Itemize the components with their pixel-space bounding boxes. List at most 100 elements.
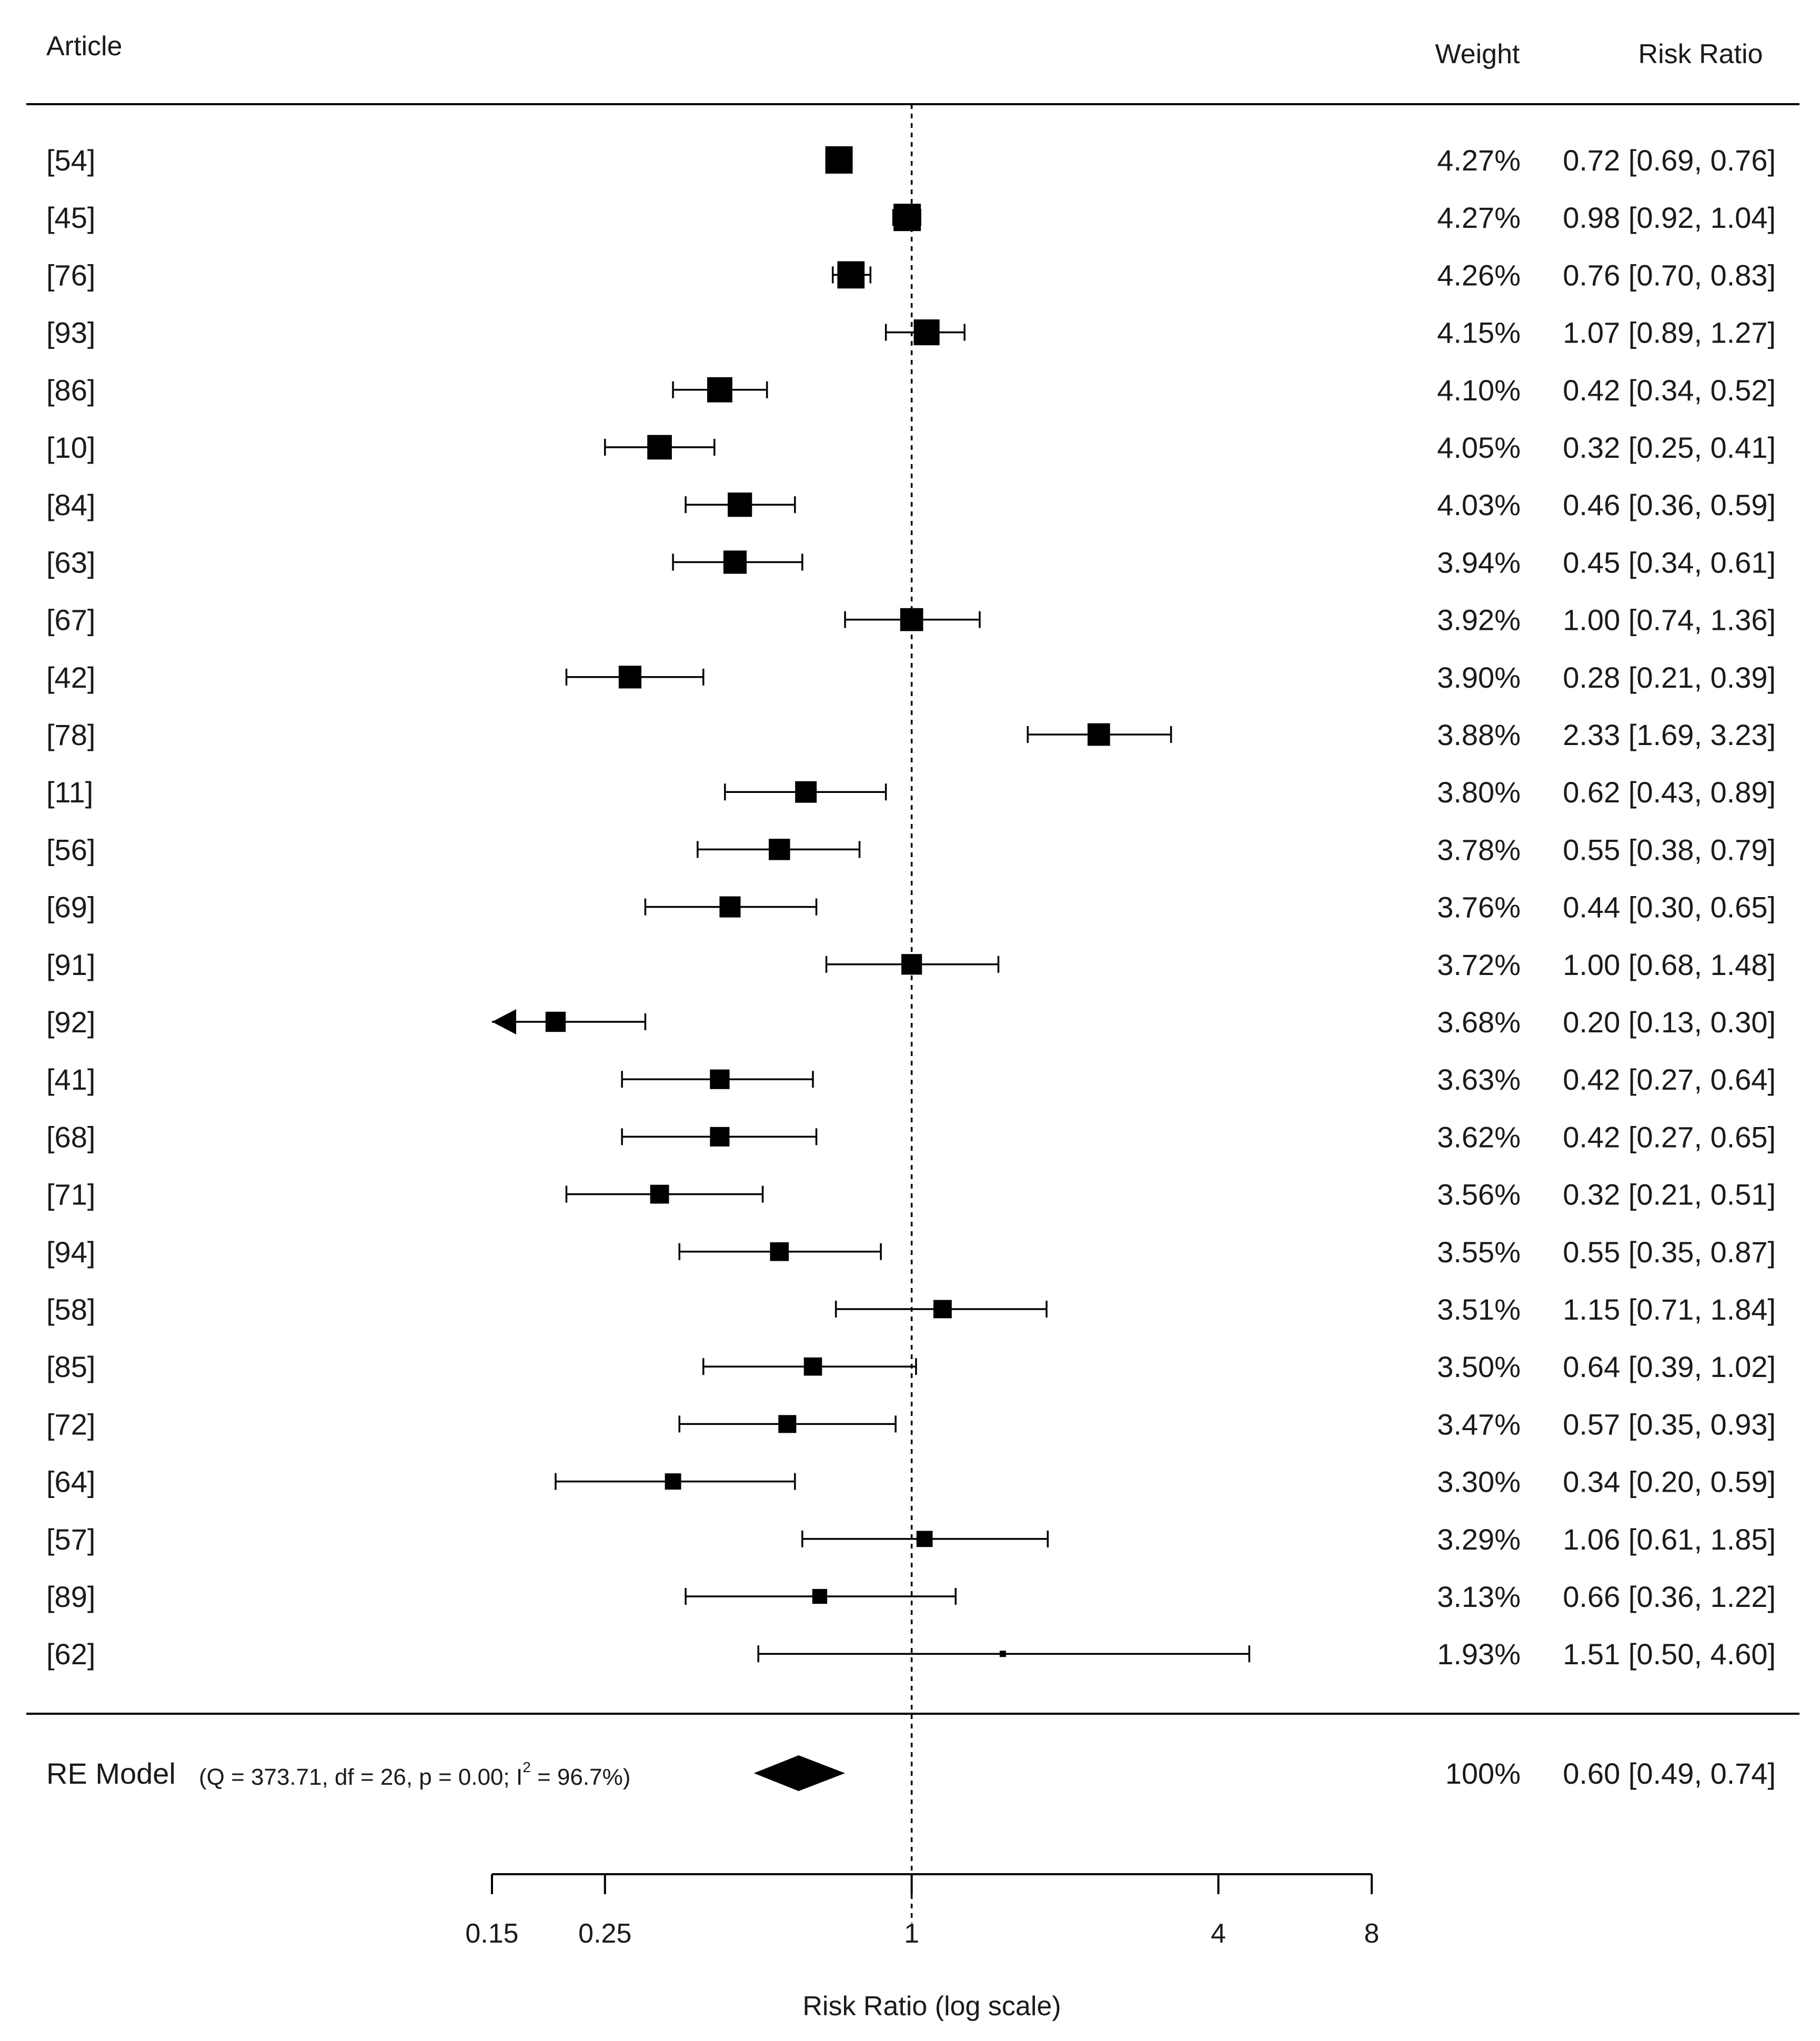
study-ci: 0.45 [0.34, 0.61]	[1563, 546, 1776, 579]
study-row: [85] 3.50% 0.64 [0.39, 1.02]	[46, 1350, 1776, 1383]
study-label: [71]	[46, 1178, 95, 1211]
study-row: [86] 4.10% 0.42 [0.34, 0.52]	[46, 374, 1776, 407]
study-weight: 4.27%	[1437, 201, 1521, 234]
point-estimate	[770, 1242, 789, 1261]
study-weight: 4.15%	[1437, 316, 1521, 349]
study-weight: 3.51%	[1437, 1293, 1521, 1326]
study-weight: 3.50%	[1437, 1350, 1521, 1383]
ci-arrow-left	[492, 1009, 516, 1034]
study-row: [63] 3.94% 0.45 [0.34, 0.61]	[46, 546, 1776, 579]
study-row: [62] 1.93% 1.51 [0.50, 4.60]	[46, 1637, 1776, 1671]
header-weight: Weight	[1435, 39, 1520, 69]
study-weight: 1.93%	[1437, 1637, 1521, 1671]
study-label: [92]	[46, 1006, 95, 1039]
study-label: [94]	[46, 1235, 95, 1269]
study-ci: 1.00 [0.68, 1.48]	[1563, 948, 1776, 981]
study-row: [67] 3.92% 1.00 [0.74, 1.36]	[46, 604, 1776, 637]
study-row: [42] 3.90% 0.28 [0.21, 0.39]	[46, 661, 1776, 694]
x-tick-label: 1	[904, 1918, 919, 1949]
summary-ci: 0.60 [0.49, 0.74]	[1563, 1757, 1776, 1790]
summary-stats: (Q = 373.71, df = 26, p = 0.00; I2 = 96.…	[199, 1759, 630, 1790]
study-label: [42]	[46, 661, 95, 694]
point-estimate	[778, 1415, 797, 1433]
study-label: [68]	[46, 1120, 95, 1153]
x-tick-label: 0.25	[578, 1918, 631, 1949]
study-ci: 2.33 [1.69, 3.23]	[1563, 718, 1776, 751]
study-row: [64] 3.30% 0.34 [0.20, 0.59]	[46, 1465, 1776, 1499]
study-row: [92] 3.68% 0.20 [0.13, 0.30]	[46, 1006, 1776, 1039]
study-ci: 0.42 [0.27, 0.64]	[1563, 1063, 1776, 1096]
point-estimate	[916, 1531, 933, 1547]
study-ci: 0.20 [0.13, 0.30]	[1563, 1006, 1776, 1039]
study-row: [69] 3.76% 0.44 [0.30, 0.65]	[46, 891, 1776, 924]
header-article: Article	[46, 31, 122, 62]
point-estimate	[893, 204, 921, 232]
study-row: [11] 3.80% 0.62 [0.43, 0.89]	[46, 776, 1776, 809]
study-label: [63]	[46, 546, 95, 579]
study-weight: 3.88%	[1437, 718, 1521, 751]
point-estimate	[999, 1651, 1006, 1657]
study-label: [11]	[46, 776, 93, 809]
study-label: [45]	[46, 201, 95, 234]
study-row: [94] 3.55% 0.55 [0.35, 0.87]	[46, 1235, 1776, 1269]
study-label: [85]	[46, 1350, 95, 1383]
study-ci: 0.76 [0.70, 0.83]	[1563, 258, 1776, 291]
study-row: [84] 4.03% 0.46 [0.36, 0.59]	[46, 488, 1776, 521]
x-tick-label: 4	[1211, 1918, 1226, 1949]
study-ci: 0.55 [0.35, 0.87]	[1563, 1235, 1776, 1269]
study-weight: 4.27%	[1437, 144, 1521, 177]
study-weight: 3.63%	[1437, 1063, 1521, 1096]
study-ci: 1.15 [0.71, 1.84]	[1563, 1293, 1776, 1326]
point-estimate	[901, 954, 922, 975]
study-weight: 3.30%	[1437, 1465, 1521, 1499]
study-label: [54]	[46, 144, 95, 177]
study-weight: 3.92%	[1437, 604, 1521, 637]
study-weight: 3.62%	[1437, 1120, 1521, 1153]
study-weight: 3.72%	[1437, 948, 1521, 981]
study-ci: 0.57 [0.35, 0.93]	[1563, 1407, 1776, 1441]
study-row: [89] 3.13% 0.66 [0.36, 1.22]	[46, 1580, 1776, 1613]
study-label: [62]	[46, 1637, 95, 1671]
study-weight: 4.10%	[1437, 374, 1521, 407]
study-label: [67]	[46, 604, 95, 637]
study-ci: 0.42 [0.34, 0.52]	[1563, 374, 1776, 407]
study-weight: 3.90%	[1437, 661, 1521, 694]
study-ci: 0.66 [0.36, 1.22]	[1563, 1580, 1776, 1613]
study-row: [45] 4.27% 0.98 [0.92, 1.04]	[46, 201, 1776, 234]
study-row: [71] 3.56% 0.32 [0.21, 0.51]	[46, 1178, 1776, 1211]
point-estimate	[825, 146, 853, 174]
study-ci: 1.51 [0.50, 4.60]	[1563, 1637, 1776, 1671]
study-label: [57]	[46, 1523, 95, 1556]
study-row: [72] 3.47% 0.57 [0.35, 0.93]	[46, 1407, 1776, 1441]
study-row: [58] 3.51% 1.15 [0.71, 1.84]	[46, 1293, 1776, 1326]
study-weight: 3.76%	[1437, 891, 1521, 924]
point-estimate	[812, 1588, 828, 1604]
study-label: [76]	[46, 258, 95, 291]
study-row: [91] 3.72% 1.00 [0.68, 1.48]	[46, 948, 1776, 981]
study-row: [93] 4.15% 1.07 [0.89, 1.27]	[46, 316, 1776, 349]
summary-label: RE Model	[46, 1757, 176, 1790]
study-label: [58]	[46, 1293, 95, 1326]
study-weight: 4.03%	[1437, 488, 1521, 521]
point-estimate	[710, 1069, 730, 1089]
point-estimate	[913, 319, 940, 346]
point-estimate	[769, 839, 790, 860]
point-estimate	[618, 666, 642, 689]
point-estimate	[728, 492, 752, 517]
study-ci: 1.06 [0.61, 1.85]	[1563, 1523, 1776, 1556]
study-weight: 3.80%	[1437, 776, 1521, 809]
study-ci: 0.72 [0.69, 0.76]	[1563, 144, 1776, 177]
study-ci: 1.07 [0.89, 1.27]	[1563, 316, 1776, 349]
study-label: [86]	[46, 374, 95, 407]
study-label: [91]	[46, 948, 95, 981]
study-label: [10]	[46, 431, 95, 464]
point-estimate	[900, 608, 923, 631]
study-ci: 0.28 [0.21, 0.39]	[1563, 661, 1776, 694]
study-row: [78] 3.88% 2.33 [1.69, 3.23]	[46, 718, 1776, 751]
study-ci: 0.62 [0.43, 0.89]	[1563, 776, 1776, 809]
study-weight: 3.78%	[1437, 833, 1521, 866]
study-ci: 0.42 [0.27, 0.65]	[1563, 1120, 1776, 1153]
study-weight: 3.56%	[1437, 1178, 1521, 1211]
study-weight: 3.68%	[1437, 1006, 1521, 1039]
study-row: [57] 3.29% 1.06 [0.61, 1.85]	[46, 1523, 1776, 1556]
